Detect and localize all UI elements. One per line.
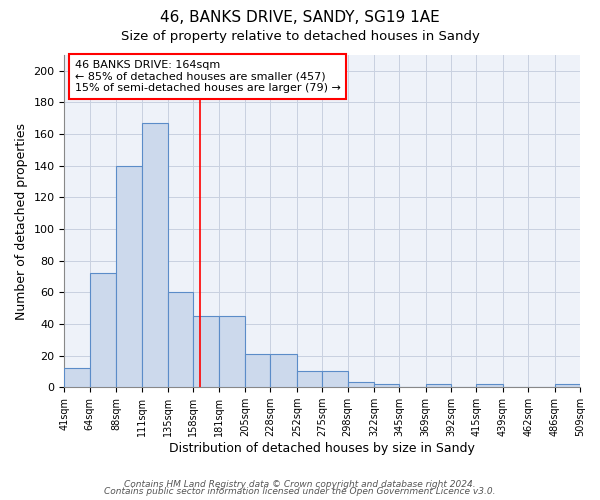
Bar [218,316,245,387]
Bar [374,384,400,387]
Bar [64,368,90,387]
Bar [271,354,297,387]
Bar [426,384,451,387]
Text: Contains public sector information licensed under the Open Government Licence v3: Contains public sector information licen… [104,487,496,496]
Text: Size of property relative to detached houses in Sandy: Size of property relative to detached ho… [121,30,479,43]
Y-axis label: Number of detached properties: Number of detached properties [15,122,28,320]
X-axis label: Distribution of detached houses by size in Sandy: Distribution of detached houses by size … [169,442,475,455]
Bar [476,384,503,387]
Bar [90,274,116,387]
Bar [245,354,271,387]
Text: 46, BANKS DRIVE, SANDY, SG19 1AE: 46, BANKS DRIVE, SANDY, SG19 1AE [160,10,440,25]
Bar [347,382,374,387]
Bar [554,384,580,387]
Bar [297,372,322,387]
Bar [168,292,193,387]
Bar [322,372,347,387]
Bar [193,316,218,387]
Text: 46 BANKS DRIVE: 164sqm
← 85% of detached houses are smaller (457)
15% of semi-de: 46 BANKS DRIVE: 164sqm ← 85% of detached… [75,60,341,93]
Text: Contains HM Land Registry data © Crown copyright and database right 2024.: Contains HM Land Registry data © Crown c… [124,480,476,489]
Bar [116,166,142,387]
Bar [142,123,168,387]
